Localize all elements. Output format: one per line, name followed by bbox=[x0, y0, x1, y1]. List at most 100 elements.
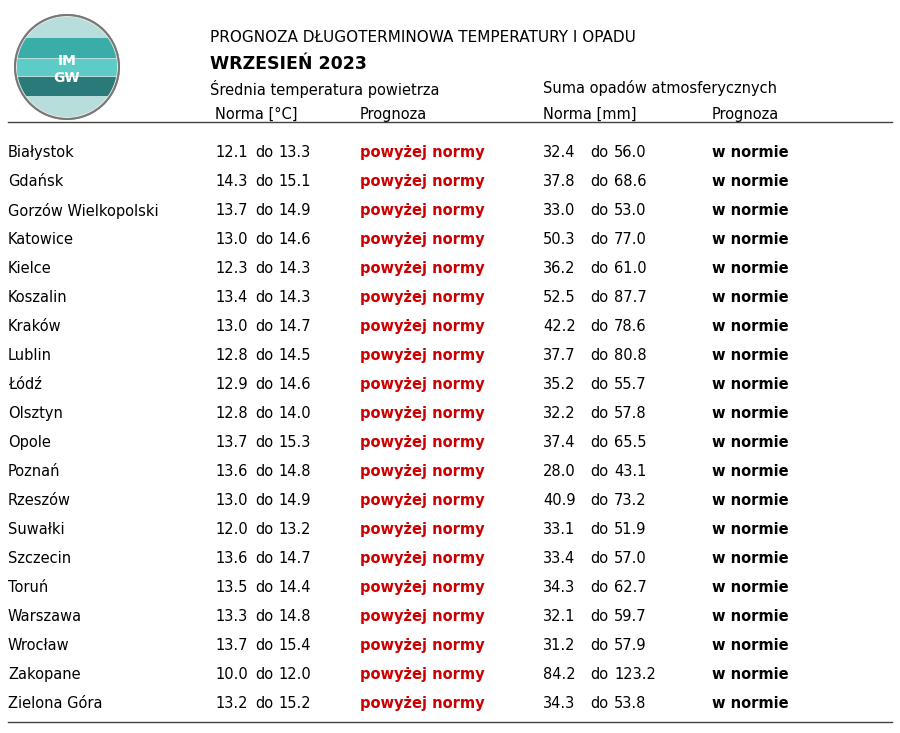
Text: w normie: w normie bbox=[712, 319, 788, 334]
Text: 33.4: 33.4 bbox=[543, 551, 575, 566]
Text: do: do bbox=[590, 609, 608, 624]
Text: Suma opadów atmosferycznych: Suma opadów atmosferycznych bbox=[543, 80, 777, 96]
Text: Norma [mm]: Norma [mm] bbox=[543, 107, 636, 122]
Text: 14.3: 14.3 bbox=[278, 261, 310, 276]
Text: 37.8: 37.8 bbox=[543, 174, 575, 189]
Text: 62.7: 62.7 bbox=[614, 580, 647, 595]
Text: do: do bbox=[590, 261, 608, 276]
Text: do: do bbox=[255, 609, 273, 624]
Text: 12.1: 12.1 bbox=[215, 145, 248, 160]
Text: do: do bbox=[255, 580, 273, 595]
Text: Wrocław: Wrocław bbox=[8, 638, 69, 653]
Text: Koszalin: Koszalin bbox=[8, 290, 68, 305]
Text: w normie: w normie bbox=[712, 174, 788, 189]
Text: powyżej normy: powyżej normy bbox=[360, 493, 484, 508]
Text: 123.2: 123.2 bbox=[614, 667, 656, 682]
Text: w normie: w normie bbox=[712, 290, 788, 305]
Text: 31.2: 31.2 bbox=[543, 638, 575, 653]
Text: powyżej normy: powyżej normy bbox=[360, 348, 484, 363]
Text: do: do bbox=[255, 232, 273, 247]
Text: do: do bbox=[255, 522, 273, 537]
Text: do: do bbox=[590, 638, 608, 653]
Text: 61.0: 61.0 bbox=[614, 261, 646, 276]
Text: w normie: w normie bbox=[712, 696, 788, 711]
Text: Lublin: Lublin bbox=[8, 348, 52, 363]
Text: do: do bbox=[590, 667, 608, 682]
Text: do: do bbox=[590, 174, 608, 189]
Text: 28.0: 28.0 bbox=[543, 464, 576, 479]
Circle shape bbox=[15, 15, 119, 119]
Text: do: do bbox=[255, 319, 273, 334]
Text: 33.1: 33.1 bbox=[543, 522, 575, 537]
Text: 12.0: 12.0 bbox=[215, 522, 248, 537]
Text: 14.9: 14.9 bbox=[278, 493, 310, 508]
Text: w normie: w normie bbox=[712, 638, 788, 653]
Text: w normie: w normie bbox=[712, 232, 788, 247]
Text: 73.2: 73.2 bbox=[614, 493, 646, 508]
Text: Kraków: Kraków bbox=[8, 319, 61, 334]
Text: 12.9: 12.9 bbox=[215, 377, 248, 392]
Text: w normie: w normie bbox=[712, 580, 788, 595]
Text: powyżej normy: powyżej normy bbox=[360, 551, 484, 566]
Text: powyżej normy: powyżej normy bbox=[360, 406, 484, 421]
Text: w normie: w normie bbox=[712, 435, 788, 450]
Text: 13.7: 13.7 bbox=[215, 435, 248, 450]
Text: powyżej normy: powyżej normy bbox=[360, 261, 484, 276]
Text: 57.0: 57.0 bbox=[614, 551, 647, 566]
Text: Szczecin: Szczecin bbox=[8, 551, 71, 566]
Text: 14.3: 14.3 bbox=[278, 290, 310, 305]
Text: do: do bbox=[255, 145, 273, 160]
Text: do: do bbox=[255, 406, 273, 421]
Text: 14.7: 14.7 bbox=[278, 319, 310, 334]
Text: do: do bbox=[590, 493, 608, 508]
Text: 14.8: 14.8 bbox=[278, 464, 310, 479]
Text: 14.6: 14.6 bbox=[278, 232, 310, 247]
Text: w normie: w normie bbox=[712, 493, 788, 508]
Text: powyżej normy: powyżej normy bbox=[360, 638, 484, 653]
Circle shape bbox=[17, 17, 117, 117]
Text: 13.3: 13.3 bbox=[278, 145, 310, 160]
Text: w normie: w normie bbox=[712, 348, 788, 363]
Text: 78.6: 78.6 bbox=[614, 319, 646, 334]
Text: 14.7: 14.7 bbox=[278, 551, 310, 566]
Text: 37.7: 37.7 bbox=[543, 348, 576, 363]
Text: Rzeszów: Rzeszów bbox=[8, 493, 71, 508]
Text: w normie: w normie bbox=[712, 406, 788, 421]
Text: do: do bbox=[255, 203, 273, 218]
Text: 56.0: 56.0 bbox=[614, 145, 646, 160]
Text: 13.6: 13.6 bbox=[215, 464, 248, 479]
Text: do: do bbox=[590, 551, 608, 566]
Text: 15.3: 15.3 bbox=[278, 435, 310, 450]
Text: 51.9: 51.9 bbox=[614, 522, 646, 537]
Text: 13.0: 13.0 bbox=[215, 319, 248, 334]
Text: powyżej normy: powyżej normy bbox=[360, 319, 484, 334]
Text: 33.0: 33.0 bbox=[543, 203, 575, 218]
Text: 36.2: 36.2 bbox=[543, 261, 575, 276]
Text: powyżej normy: powyżej normy bbox=[360, 377, 484, 392]
Text: do: do bbox=[255, 464, 273, 479]
Text: w normie: w normie bbox=[712, 464, 788, 479]
Text: Poznań: Poznań bbox=[8, 464, 60, 479]
Text: 14.4: 14.4 bbox=[278, 580, 310, 595]
Text: 13.3: 13.3 bbox=[215, 609, 248, 624]
Text: powyżej normy: powyżej normy bbox=[360, 696, 484, 711]
Text: 14.9: 14.9 bbox=[278, 203, 310, 218]
Text: Opole: Opole bbox=[8, 435, 51, 450]
Text: WRZESIEŃ 2023: WRZESIEŃ 2023 bbox=[210, 55, 367, 73]
Text: 13.2: 13.2 bbox=[215, 696, 248, 711]
Text: 10.0: 10.0 bbox=[215, 667, 248, 682]
Text: 14.5: 14.5 bbox=[278, 348, 310, 363]
Text: 12.8: 12.8 bbox=[215, 348, 248, 363]
Text: do: do bbox=[255, 435, 273, 450]
Text: do: do bbox=[590, 290, 608, 305]
Text: Średnia temperatura powietrza: Średnia temperatura powietrza bbox=[210, 80, 439, 98]
Text: 14.3: 14.3 bbox=[215, 174, 248, 189]
Text: 55.7: 55.7 bbox=[614, 377, 646, 392]
Text: powyżej normy: powyżej normy bbox=[360, 609, 484, 624]
Text: 15.1: 15.1 bbox=[278, 174, 310, 189]
Text: do: do bbox=[590, 522, 608, 537]
Text: 13.2: 13.2 bbox=[278, 522, 310, 537]
Text: 13.0: 13.0 bbox=[215, 232, 248, 247]
FancyBboxPatch shape bbox=[17, 38, 117, 58]
Text: do: do bbox=[590, 319, 608, 334]
